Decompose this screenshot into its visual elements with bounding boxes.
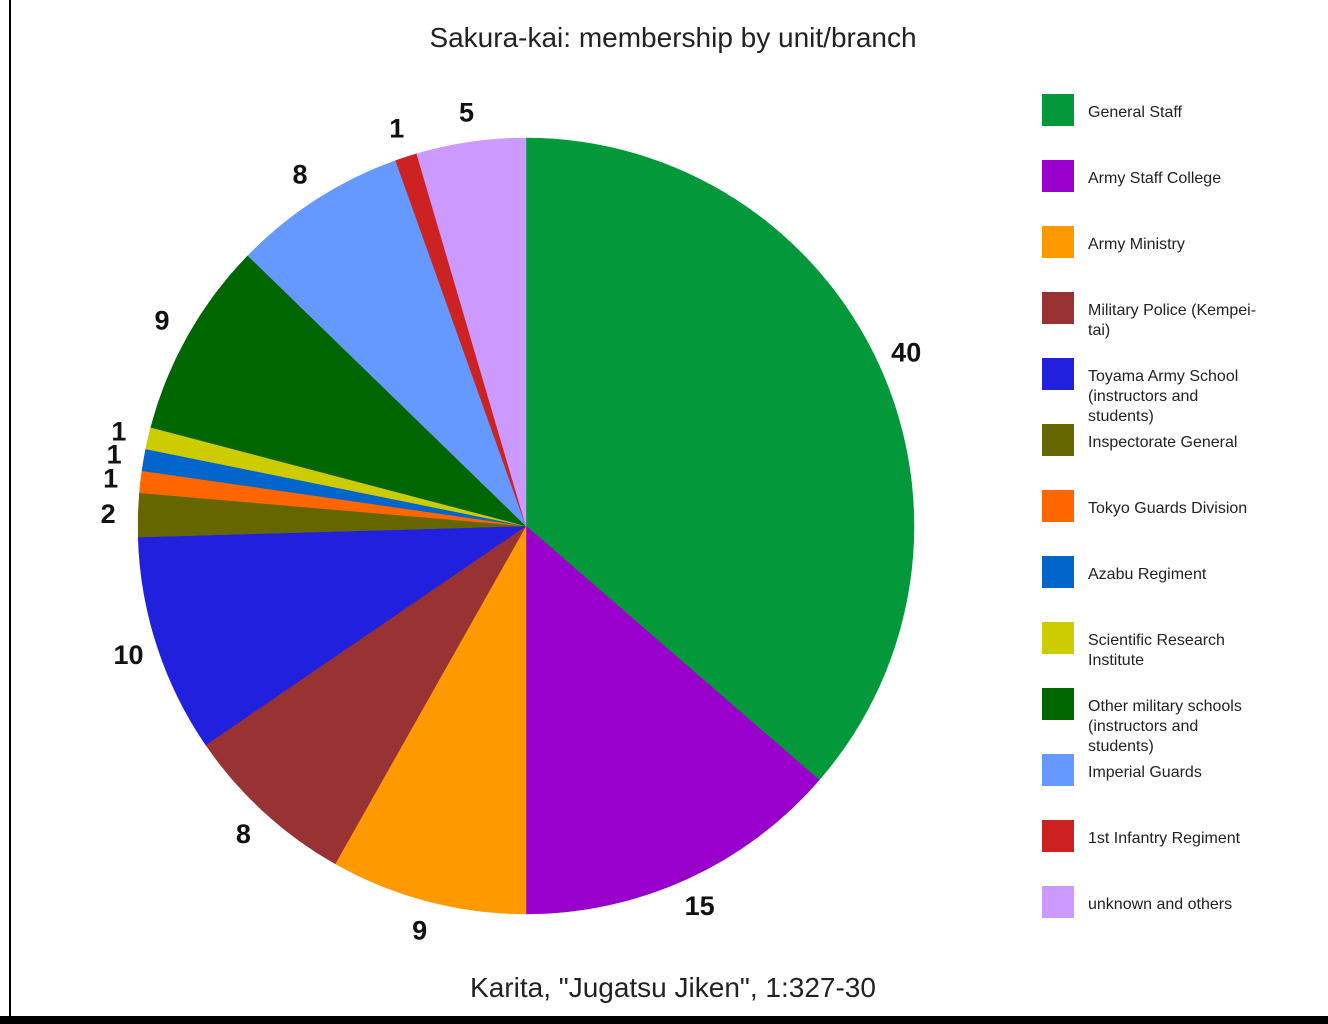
slice-value-label-inspectorate-general: 2 — [101, 499, 116, 529]
slice-value-label-military-police-kempei-tai: 8 — [236, 819, 251, 849]
legend-swatch-military-police-kempei-tai — [1042, 292, 1074, 324]
slice-value-label-tokyo-guards-division: 1 — [103, 463, 118, 493]
legend-swatch-general-staff — [1042, 94, 1074, 126]
legend-swatch-azabu-regiment — [1042, 556, 1074, 588]
legend-label-scientific-research-institute: Scientific Research Institute — [1088, 632, 1225, 669]
legend-label-other-military-schools-instructors-and-students: Other military schools (instructors and st… — [1088, 698, 1242, 755]
bottom-border — [0, 1016, 1328, 1024]
legend-label-army-ministry: Army Ministry — [1088, 236, 1185, 253]
chart-subtitle: Karita, "Jugatsu Jiken", 1:327-30 — [470, 972, 876, 1003]
pie-slice-imperial-guards — [247, 160, 527, 527]
slice-value-label-azabu-regiment: 1 — [107, 440, 122, 470]
legend-swatch-army-staff-college — [1042, 160, 1074, 192]
slice-value-label-imperial-guards: 8 — [292, 159, 307, 189]
slice-value-label-general-staff: 40 — [891, 337, 921, 367]
pie-slice-unknown-and-others — [416, 137, 527, 527]
pie-slice-army-ministry — [334, 525, 527, 915]
legend-label-inspectorate-general: Inspectorate General — [1088, 434, 1237, 451]
legend-swatch-other-military-schools-instructors-and-students — [1042, 688, 1074, 720]
slice-value-label-army-ministry: 9 — [412, 915, 427, 945]
pie-slice-army-staff-college — [525, 525, 820, 915]
legend-label-general-staff: General Staff — [1088, 104, 1183, 121]
legend-label-tokyo-guards-division: Tokyo Guards Division — [1088, 500, 1247, 517]
slice-value-label-unknown-and-others: 5 — [459, 97, 474, 127]
legend-label-army-staff-college: Army Staff College — [1088, 170, 1221, 187]
legend-label-azabu-regiment: Azabu Regiment — [1088, 566, 1207, 583]
pie-slice-other-military-schools-instructors-and-students — [150, 255, 527, 527]
pie-slice-general-staff — [525, 137, 915, 781]
chart-title: Sakura-kai: membership by unit/branch — [429, 22, 917, 53]
legend-swatch-scientific-research-institute — [1042, 622, 1074, 654]
slice-value-label-scientific-research-institute: 1 — [111, 416, 126, 446]
legend-swatch-tokyo-guards-division — [1042, 490, 1074, 522]
legend: General Staff Army Staff College Army Mini… — [1042, 94, 1256, 918]
slice-value-label-army-staff-college: 15 — [685, 891, 715, 921]
pie-slice-military-police-kempei-tai — [205, 525, 527, 865]
left-border — [9, 0, 11, 1024]
legend-label-toyama-army-school-instructors-and-students: Toyama Army School (instructors and studen… — [1088, 368, 1238, 425]
legend-swatch-toyama-army-school-instructors-and-students — [1042, 358, 1074, 390]
legend-label-military-police-kempei-tai: Military Police (Kempei-tai) — [1088, 302, 1256, 339]
legend-label-imperial-guards: Imperial Guards — [1088, 764, 1202, 781]
legend-swatch-1st-infantry-regiment — [1042, 820, 1074, 852]
pie-slices — [137, 137, 915, 915]
slice-value-label-toyama-army-school-instructors-and-students: 10 — [113, 640, 143, 670]
slice-value-label-other-military-schools-instructors-and-students: 9 — [154, 306, 169, 336]
legend-swatch-unknown-and-others — [1042, 886, 1074, 918]
legend-label-unknown-and-others: unknown and others — [1088, 896, 1232, 913]
legend-swatch-army-ministry — [1042, 226, 1074, 258]
slice-value-label-1st-infantry-regiment: 1 — [389, 114, 404, 144]
legend-swatch-inspectorate-general — [1042, 424, 1074, 456]
legend-swatch-imperial-guards — [1042, 754, 1074, 786]
legend-label-1st-infantry-regiment: 1st Infantry Regiment — [1088, 830, 1241, 847]
pie-slice-toyama-army-school-instructors-and-students — [137, 525, 527, 746]
